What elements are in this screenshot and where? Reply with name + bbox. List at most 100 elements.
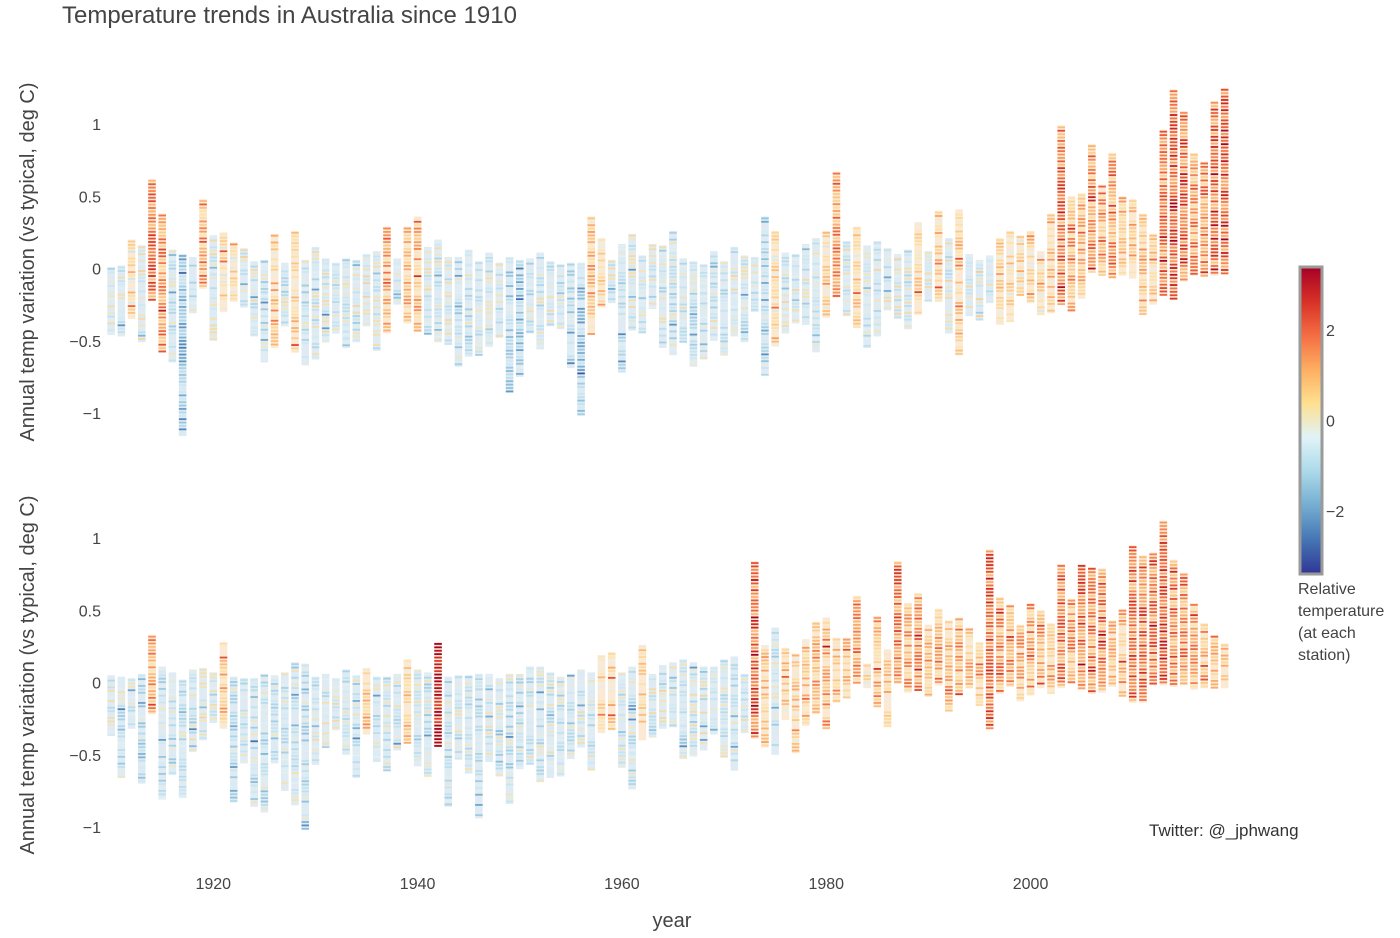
station-mark (965, 275, 974, 278)
station-mark (1159, 198, 1168, 201)
station-mark (750, 572, 759, 575)
station-mark (229, 749, 238, 751)
station-mark (832, 278, 841, 280)
station-mark (189, 302, 197, 304)
station-mark (1077, 207, 1086, 210)
station-mark (383, 322, 391, 325)
station-mark (924, 299, 933, 302)
station-mark (1200, 233, 1209, 236)
station-mark (301, 783, 310, 786)
station-mark (270, 282, 279, 285)
year-column (383, 676, 391, 772)
station-mark (842, 265, 851, 268)
station-mark (434, 274, 442, 277)
station-range-bar (464, 249, 473, 357)
station-mark (1159, 212, 1168, 215)
station-mark (750, 274, 759, 277)
station-mark (628, 783, 636, 786)
station-mark (628, 299, 636, 302)
station-mark (761, 333, 769, 335)
station-mark (526, 708, 534, 711)
station-mark (342, 673, 350, 676)
station-mark (628, 773, 636, 775)
station-mark (209, 324, 218, 327)
station-mark (699, 343, 708, 346)
station-mark (1169, 273, 1178, 276)
station-mark (444, 319, 453, 321)
station-mark (403, 319, 412, 322)
station-mark (669, 296, 677, 299)
station-mark (454, 727, 463, 730)
station-mark (434, 339, 442, 341)
station-range-bar (618, 243, 626, 373)
station-mark (1220, 221, 1229, 224)
station-mark (556, 755, 565, 758)
station-mark (270, 751, 279, 753)
station-mark (270, 241, 279, 244)
station-mark (750, 298, 759, 301)
station-mark (710, 265, 718, 268)
station-mark (618, 258, 626, 261)
station-mark (413, 714, 422, 717)
station-mark (250, 289, 258, 292)
station-mark (342, 340, 350, 343)
station-mark (148, 196, 156, 199)
station-mark (924, 272, 933, 275)
station-mark (229, 698, 238, 700)
station-mark (771, 679, 779, 682)
station-mark (761, 316, 769, 318)
station-mark (1088, 206, 1096, 209)
station-mark (1077, 211, 1086, 214)
station-mark (720, 303, 728, 305)
station-mark (403, 738, 412, 741)
station-mark (1128, 257, 1137, 260)
station-mark (515, 328, 524, 331)
station-mark (832, 186, 841, 189)
station-mark (750, 647, 759, 649)
station-mark (577, 745, 585, 748)
station-mark (505, 702, 514, 704)
station-mark (648, 688, 657, 691)
year-column (352, 259, 361, 343)
station-mark (618, 683, 626, 686)
station-mark (1016, 243, 1025, 245)
station-mark (178, 391, 187, 393)
station-mark (1047, 279, 1055, 281)
station-mark (628, 313, 636, 315)
station-mark (158, 739, 166, 741)
station-mark (1210, 118, 1219, 121)
station-mark (761, 373, 769, 376)
station-mark (1200, 223, 1209, 226)
station-mark (1057, 184, 1065, 187)
station-mark (904, 277, 912, 280)
station-mark (771, 330, 779, 333)
station-mark (229, 742, 238, 745)
station-mark (1006, 262, 1014, 265)
station-mark (158, 323, 166, 326)
station-mark (281, 785, 289, 788)
station-mark (1169, 297, 1178, 300)
station-mark (137, 307, 146, 310)
station-mark (1180, 142, 1188, 145)
station-mark (985, 263, 994, 266)
station-mark (270, 676, 279, 679)
station-mark (270, 734, 279, 736)
year-column (393, 673, 401, 751)
station-mark (812, 643, 820, 646)
year-column (515, 259, 524, 377)
station-mark (832, 230, 841, 233)
station-mark (464, 723, 473, 726)
station-mark (485, 688, 493, 691)
station-mark (1077, 279, 1086, 282)
station-mark (781, 270, 790, 273)
station-mark (209, 700, 218, 703)
station-mark (158, 302, 166, 305)
station-mark (413, 319, 422, 322)
station-mark (372, 701, 381, 704)
station-mark (1190, 208, 1198, 211)
station-range-bar (291, 230, 299, 353)
station-range-bar (1047, 213, 1055, 314)
station-mark (771, 676, 779, 678)
station-mark (853, 607, 861, 609)
station-mark (750, 565, 759, 568)
